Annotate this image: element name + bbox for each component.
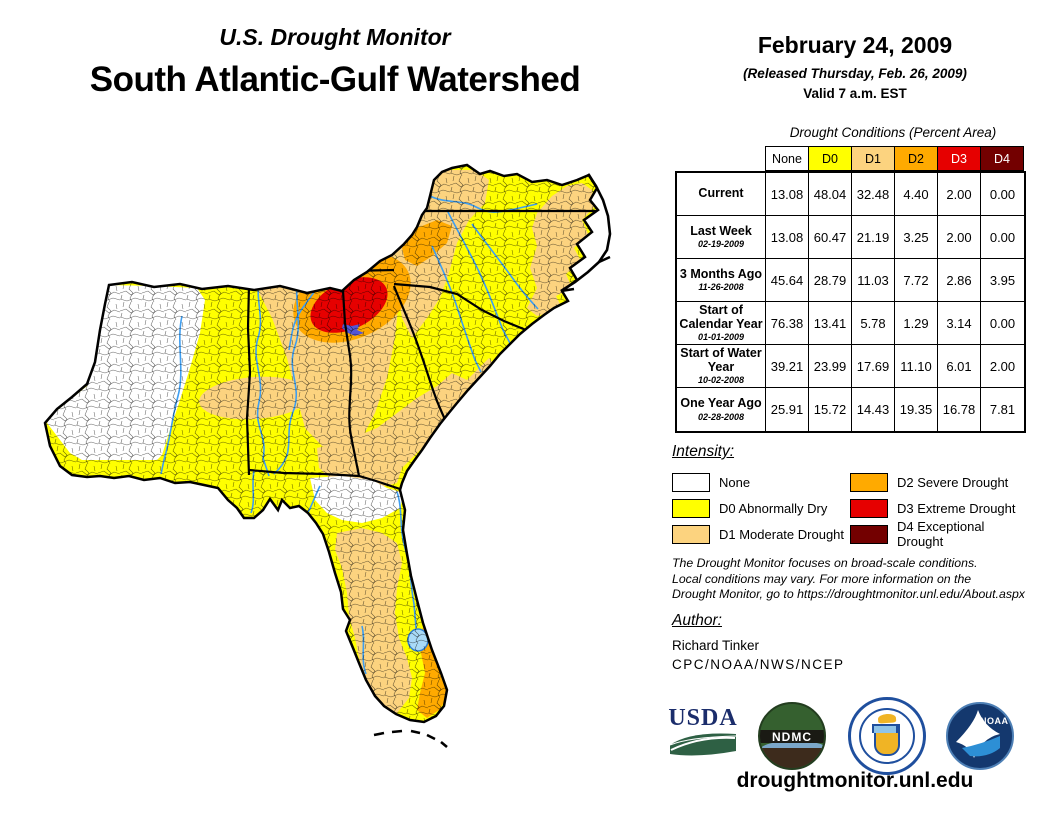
- table-value: 7.81: [989, 402, 1016, 417]
- eagle-icon: [877, 713, 897, 724]
- table-value: 13.08: [766, 173, 809, 216]
- ndmc-wave-icon: [760, 741, 824, 750]
- table-value: 15.72: [809, 388, 852, 431]
- table-caption: Drought Conditions (Percent Area): [789, 125, 997, 140]
- website-url: droughtmonitor.unl.edu: [736, 769, 974, 792]
- table-value: 23.99: [809, 345, 852, 388]
- noaa-bird-icon: [956, 710, 1000, 758]
- usda-field-icon: [669, 733, 737, 756]
- table-value: 48.04: [809, 173, 852, 216]
- table-value: 25.91: [766, 388, 809, 431]
- table-value: 2.00: [938, 216, 981, 259]
- report-date: February 24, 2009: [757, 32, 953, 58]
- county-boundaries: [45, 165, 598, 722]
- table-value: 0.00: [981, 173, 1024, 216]
- table-value: 16.78: [938, 388, 981, 431]
- table-value: 28.79: [809, 259, 852, 302]
- table-value: 4.40: [895, 173, 938, 216]
- row-header: Start of Calendar Year 01-01-2009: [677, 302, 766, 345]
- column-header-d2: D2: [894, 146, 938, 171]
- row-header: One Year Ago 02-28-2008: [677, 388, 766, 431]
- drought-conditions-table: None D0 D1 D2 D3 D4 Current 13.08 48.04 …: [675, 146, 1026, 433]
- state-borders: [245, 209, 598, 491]
- legend-item-d4: D4 Exceptional Drought: [850, 519, 1028, 549]
- table-value: 0.00: [981, 302, 1024, 345]
- table-value: 13.08: [766, 216, 809, 259]
- ndmc-soil-icon: [760, 748, 824, 768]
- column-header-d3: D3: [937, 146, 981, 171]
- date-block: February 24, 2009 (Released Thursday, Fe…: [693, 32, 1017, 101]
- map-title-block: U.S. Drought Monitor South Atlantic-Gulf…: [18, 24, 652, 100]
- table-value: 7.72: [895, 259, 938, 302]
- d1-swatch: [672, 524, 710, 544]
- column-header-none: None: [765, 146, 809, 171]
- table-value: 60.47: [809, 216, 852, 259]
- table-value: 21.19: [852, 216, 895, 259]
- d3-swatch: [850, 498, 888, 518]
- disclaimer-text: The Drought Monitor focuses on broad-sca…: [672, 556, 1025, 602]
- row-header: Current: [677, 173, 766, 216]
- table-value: 3.25: [895, 216, 938, 259]
- agency-logos: USDA NDMC NOAA: [668, 697, 1014, 775]
- legend-item-d3: D3 Extreme Drought: [850, 495, 1028, 521]
- table-value: 45.64: [766, 259, 809, 302]
- table-value: 76.38: [766, 302, 809, 345]
- commerce-seal-logo: [848, 697, 926, 775]
- table-value: 2.00: [981, 345, 1024, 388]
- table-value: 0.00: [981, 216, 1024, 259]
- noaa-logo: NOAA: [946, 702, 1014, 770]
- author-name: Richard Tinker: [672, 638, 760, 653]
- page-title: South Atlantic-Gulf Watershed: [89, 60, 581, 99]
- author-heading: Author:: [672, 612, 722, 629]
- table-value: 5.78: [852, 302, 895, 345]
- ndmc-logo: NDMC: [758, 702, 826, 770]
- release-date: (Released Thursday, Feb. 26, 2009): [743, 66, 967, 81]
- table-value: 17.69: [852, 345, 895, 388]
- author-block: Author: Richard Tinker CPC/NOAA/NWS/NCEP: [672, 612, 845, 672]
- column-header-d0: D0: [808, 146, 852, 171]
- legend-item-d0: D0 Abnormally Dry: [672, 495, 850, 521]
- legend-item-d1: D1 Moderate Drought: [672, 521, 850, 547]
- author-org: CPC/NOAA/NWS/NCEP: [672, 657, 845, 672]
- table-value: 11.10: [895, 345, 938, 388]
- report-kicker: U.S. Drought Monitor: [219, 24, 451, 50]
- table-value: 13.41: [809, 302, 852, 345]
- row-header: Last Week 02-19-2009: [677, 216, 766, 259]
- table-value: 32.48: [852, 173, 895, 216]
- table-value: 19.35: [895, 388, 938, 431]
- table-value: 2.00: [938, 173, 981, 216]
- valid-time: Valid 7 a.m. EST: [803, 86, 907, 101]
- usda-logo: USDA: [668, 706, 738, 765]
- row-header: Start of Water Year 10-02-2008: [677, 345, 766, 388]
- table-body: Current 13.08 48.04 32.48 4.40 2.00 0.00…: [675, 171, 1026, 433]
- legend-item-d2: D2 Severe Drought: [850, 469, 1028, 495]
- table-value: 3.95: [981, 259, 1024, 302]
- d4-swatch: [850, 524, 888, 544]
- row-header: 3 Months Ago 11-26-2008: [677, 259, 766, 302]
- watershed-map-svg: [43, 163, 612, 748]
- barrier-islands: [373, 173, 612, 748]
- table-value: 11.03: [852, 259, 895, 302]
- drought-regions: [45, 165, 598, 722]
- table-value: 14.43: [852, 388, 895, 431]
- legend-heading: Intensity:: [672, 443, 735, 460]
- column-header-d1: D1: [851, 146, 895, 171]
- none-swatch: [672, 472, 710, 492]
- column-header-d4: D4: [980, 146, 1024, 171]
- watershed-outline: [43, 163, 600, 724]
- drought-map: [32, 158, 664, 806]
- d2-swatch: [850, 472, 888, 492]
- table-header-row: None D0 D1 D2 D3 D4: [765, 146, 1026, 171]
- legend-item-none: None: [672, 469, 850, 495]
- d0-swatch: [672, 498, 710, 518]
- table-value: 6.01: [938, 345, 981, 388]
- table-value: 39.21: [766, 345, 809, 388]
- table-value: 3.14: [938, 302, 981, 345]
- table-value: 2.86: [938, 259, 981, 302]
- table-value: 1.29: [895, 302, 938, 345]
- intensity-legend: Intensity: None D0 Abnormally Dry D1 Mod…: [672, 443, 1044, 549]
